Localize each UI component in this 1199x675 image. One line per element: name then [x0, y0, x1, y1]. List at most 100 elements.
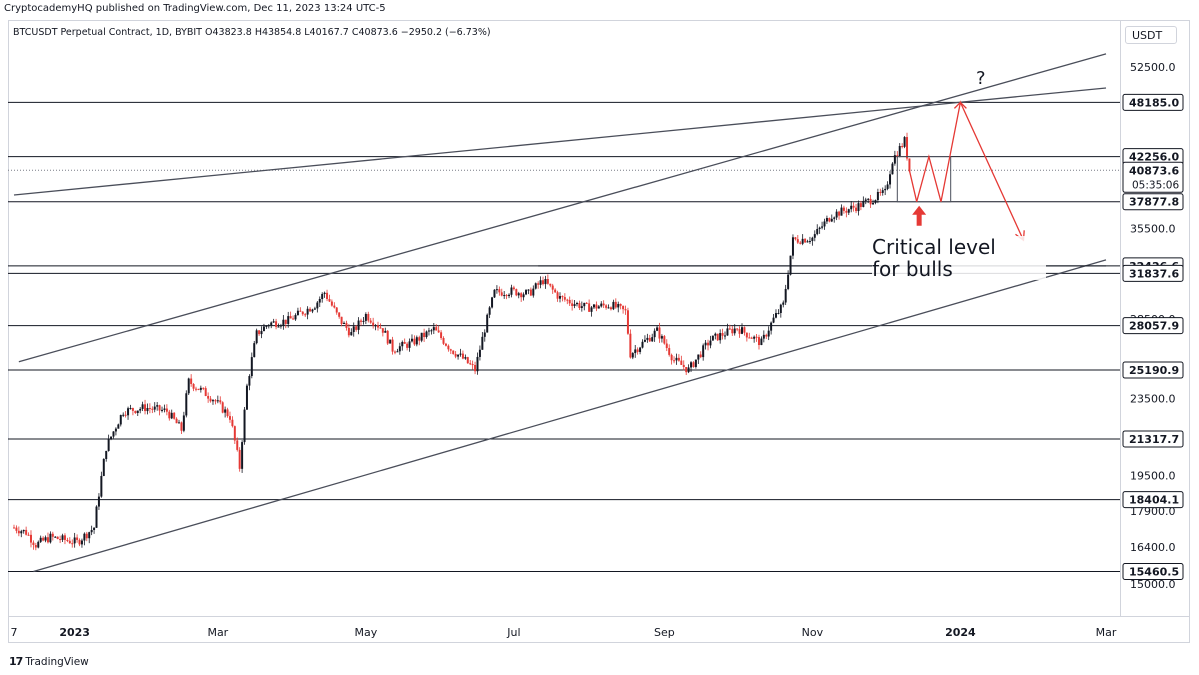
y-tick-label: 35500.0 [1130, 222, 1176, 235]
candle-body [525, 290, 528, 295]
candle-body [770, 322, 773, 331]
candle-body [379, 327, 382, 329]
channel-upper-line [18, 53, 1107, 363]
candle-body [728, 328, 731, 330]
candle-body [100, 475, 103, 497]
level-badge [1122, 491, 1184, 509]
candle-body [292, 318, 295, 320]
price-axis[interactable] [1120, 20, 1190, 617]
candle-body [328, 299, 331, 302]
candle-body [891, 163, 894, 175]
candle-body [709, 340, 712, 346]
candle-body [141, 404, 144, 409]
candle-body [624, 309, 627, 311]
candle-body [520, 293, 523, 298]
level-badge-label: 31837.6 [1129, 267, 1179, 280]
candle-body [216, 400, 219, 402]
candle-body [503, 295, 506, 297]
candle-body [27, 534, 30, 536]
candle-body [685, 367, 688, 373]
tradingview-logo[interactable]: 17 TradingView [9, 655, 89, 668]
candle-body [42, 537, 45, 541]
level-badge-label: 21317.7 [1129, 433, 1179, 446]
candle-body [515, 289, 518, 296]
candle-body [270, 322, 273, 326]
critical-note-line2: for bulls [872, 257, 953, 281]
candle-body [71, 543, 74, 545]
candle-body [85, 533, 88, 539]
candle-body [389, 339, 392, 344]
plot-area[interactable] [8, 20, 1120, 617]
candle-body [406, 343, 409, 348]
candle-body [321, 293, 324, 299]
candle-body [338, 312, 341, 317]
candle-body [711, 335, 714, 341]
symbol-legend: BTCUSDT Perpetual Contract, 1D, BYBIT O4… [13, 27, 491, 38]
candle-body [857, 203, 860, 212]
candle-body [532, 288, 535, 296]
time-axis[interactable] [8, 617, 1190, 643]
candle-body [226, 409, 229, 417]
candle-body [568, 299, 571, 304]
candle-body [158, 405, 161, 411]
candle-body [369, 320, 372, 323]
candle-body [282, 319, 285, 326]
candle-body [534, 283, 537, 289]
candle-body [54, 536, 57, 538]
candle-body [478, 349, 481, 357]
candle-body [153, 406, 156, 410]
candle-body [447, 345, 450, 350]
candle-body [294, 315, 297, 320]
candle-body [78, 539, 81, 545]
candle-body [34, 545, 37, 548]
candle-body [168, 411, 171, 419]
candle-body [597, 306, 600, 309]
candle-body [801, 238, 804, 244]
candle-body [119, 415, 122, 425]
candle-body [345, 322, 348, 328]
candle-body [668, 348, 671, 355]
candle-body [898, 145, 901, 157]
candle-body [173, 412, 176, 419]
candle-body [867, 198, 870, 200]
candle-body [476, 356, 479, 372]
candle-body [323, 292, 326, 294]
candle-body [859, 203, 862, 207]
candle-body [316, 302, 319, 309]
candle-body [211, 400, 214, 402]
countdown-label: 05:35:06 [1132, 179, 1179, 191]
candle-body [816, 229, 819, 235]
candle-body [617, 303, 620, 308]
candle-body [588, 303, 591, 312]
candle-body [461, 353, 464, 359]
candle-body [95, 506, 98, 528]
candle-body [49, 533, 52, 543]
candle-body [508, 294, 511, 297]
candle-body [352, 326, 355, 333]
candle-body [134, 410, 137, 414]
candle-body [714, 333, 717, 336]
candle-body [602, 303, 605, 306]
candle-body [855, 207, 858, 212]
candle-body [296, 310, 299, 316]
candle-body [80, 540, 83, 545]
candle-body [459, 353, 462, 355]
candle-body [248, 376, 251, 386]
candle-body [309, 308, 312, 312]
candle-body [884, 188, 887, 191]
tradingview-mark-icon: 17 [9, 655, 23, 668]
candle-body [651, 337, 654, 342]
candle-body [148, 408, 151, 410]
candle-body [139, 408, 142, 411]
candle-body [165, 408, 168, 412]
level-badge [1122, 430, 1184, 448]
candle-body [330, 301, 333, 306]
candle-body [59, 539, 62, 541]
candle-body [182, 415, 185, 431]
candle-body [777, 312, 780, 314]
candle-body [641, 341, 644, 348]
candle-body [697, 354, 700, 360]
currency-button[interactable]: USDT [1125, 26, 1177, 44]
candle-body [243, 409, 246, 443]
